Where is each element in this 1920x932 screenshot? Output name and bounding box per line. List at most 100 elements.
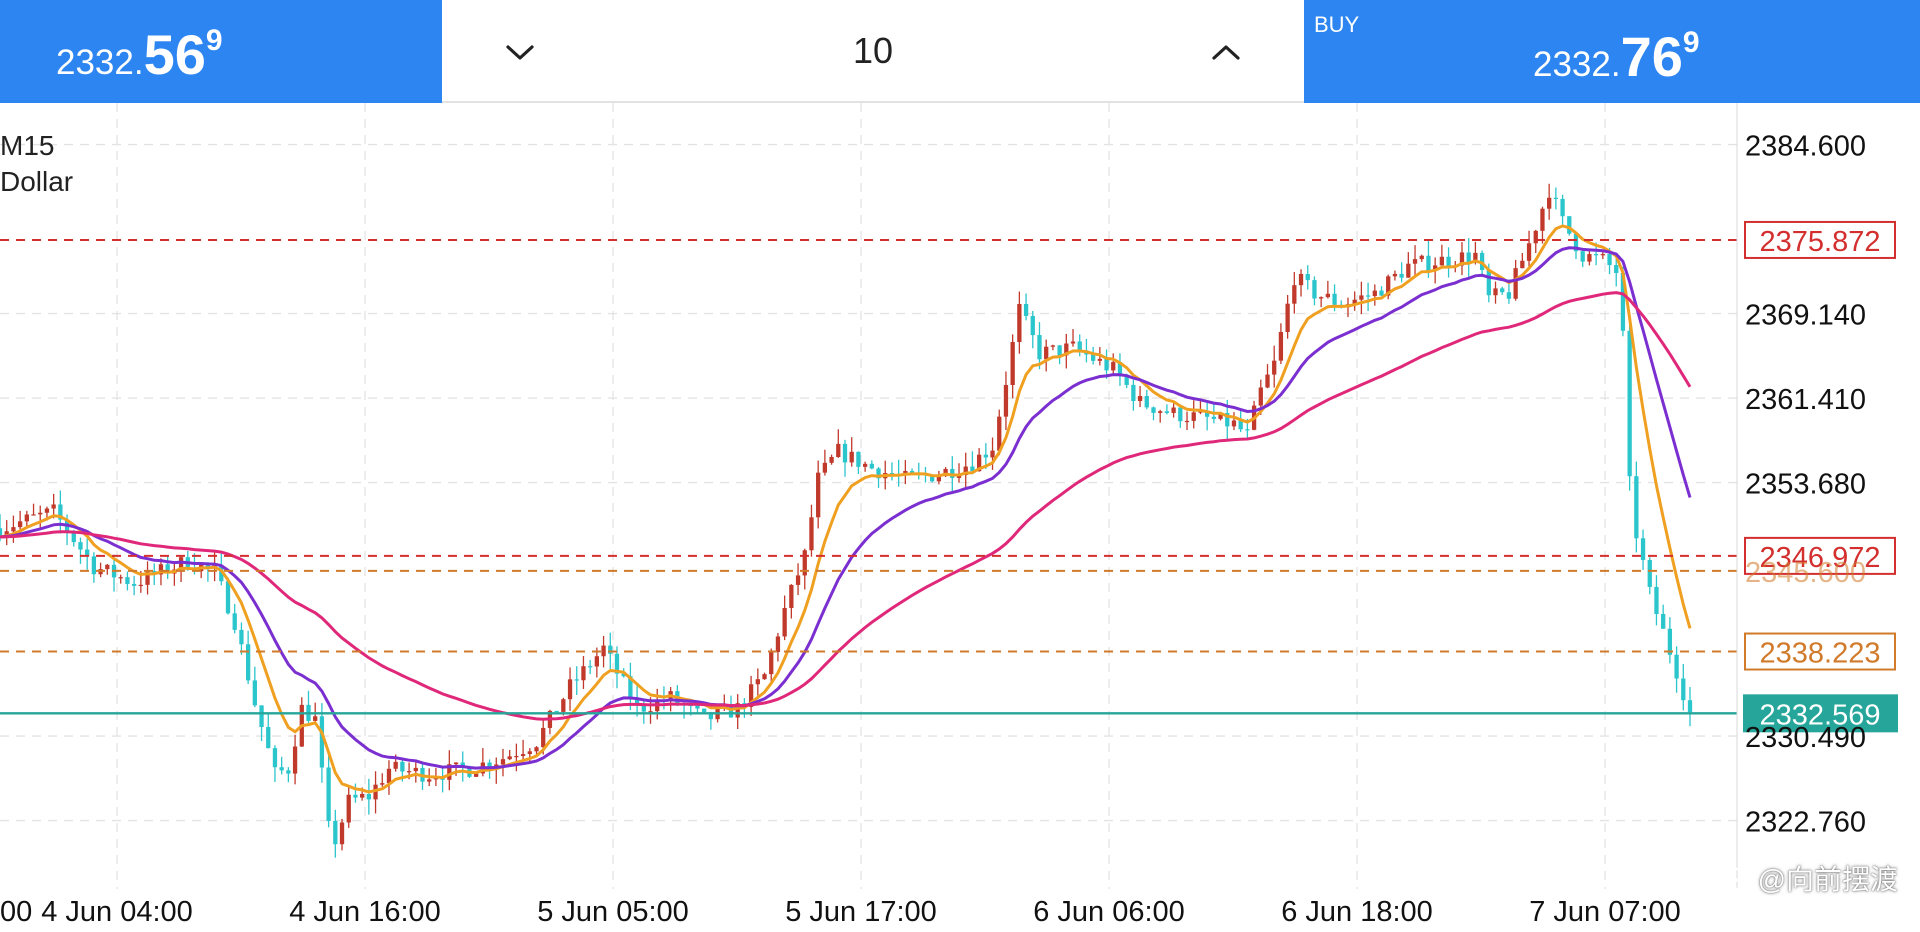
ma-fast-line — [0, 224, 1692, 794]
time-tick-label: 6 Jun 18:00 — [1281, 896, 1433, 928]
volume-value[interactable]: 10 — [852, 30, 894, 71]
candle-body — [1674, 654, 1679, 679]
candle-body — [38, 512, 43, 515]
candle-body — [333, 820, 338, 845]
candle-body — [1245, 429, 1250, 431]
candle-body — [319, 716, 325, 768]
candle-body — [1117, 362, 1123, 377]
candle-body — [353, 794, 358, 798]
candle-body — [105, 564, 110, 570]
candle-body — [85, 549, 90, 557]
candle-body — [1687, 700, 1693, 713]
candle-body — [1614, 265, 1619, 273]
candle-body — [849, 451, 854, 463]
moving-averages — [0, 224, 1692, 794]
candle-body — [1325, 293, 1331, 298]
candle-body — [427, 779, 432, 782]
candle-body — [842, 443, 848, 463]
time-tick-label: 5 Jun 17:00 — [785, 896, 937, 928]
price-tick-label: 2353.680 — [1745, 469, 1866, 501]
candle-body — [1191, 412, 1196, 421]
candle-body — [527, 751, 532, 755]
candle-body — [1030, 315, 1035, 336]
currency-label: Dollar — [0, 166, 74, 197]
candle-body — [406, 771, 412, 773]
price-tick-label: 2322.760 — [1745, 807, 1866, 839]
candle-body — [1667, 628, 1673, 655]
candle-body — [1050, 345, 1056, 347]
price-level-label: 2375.872 — [1760, 226, 1881, 258]
candle-body — [822, 462, 828, 473]
candle-body — [1144, 395, 1149, 408]
price-level-badge — [1744, 220, 1896, 259]
price-level-label: 2345.600 — [1745, 557, 1866, 589]
candle-body — [1392, 273, 1398, 277]
candle-body — [1158, 411, 1163, 413]
candle-body — [1580, 251, 1585, 262]
candle-body — [1097, 358, 1102, 361]
sell-price-prefix: 2332. — [56, 43, 144, 82]
candle-body — [380, 783, 385, 785]
candle-body — [1272, 360, 1277, 375]
candle-body — [266, 727, 271, 749]
volume-decrease-button[interactable] — [490, 22, 550, 82]
price-tick-label: 2384.600 — [1745, 131, 1866, 163]
price-level-label: 2346.972 — [1760, 542, 1881, 574]
candle-body — [594, 656, 600, 667]
candle-body — [936, 476, 942, 482]
candle-body — [1151, 407, 1156, 413]
candle-body — [1319, 297, 1324, 299]
candle-body — [1017, 304, 1022, 343]
candle-body — [909, 470, 915, 473]
candle-body — [1010, 342, 1015, 385]
candle-body — [728, 705, 734, 718]
candle-body — [1057, 345, 1062, 356]
time-tick-label: 4 Jun 04:00 — [41, 896, 193, 928]
candle-body — [1412, 259, 1418, 264]
chevron-up-icon — [1212, 45, 1240, 60]
candle-body — [554, 710, 559, 713]
candle-body — [1124, 376, 1129, 385]
candle-body — [976, 454, 982, 472]
candle-body — [286, 770, 291, 774]
candle-body — [487, 762, 492, 769]
candle-body — [1332, 293, 1337, 305]
candle-body — [145, 571, 150, 585]
candle-body — [1292, 285, 1297, 304]
candle-body — [755, 679, 760, 685]
candle-body — [1627, 330, 1632, 477]
volume-stepper: 10 — [442, 0, 1304, 103]
candle-body — [1265, 374, 1270, 388]
candle-body — [621, 673, 626, 677]
candle-body — [1533, 230, 1538, 244]
candle-body — [775, 636, 781, 652]
candle-body — [1526, 243, 1532, 261]
candle-body — [869, 463, 874, 469]
candle-body — [118, 577, 123, 579]
candle-body — [1573, 233, 1579, 252]
sell-price: 2332.569 — [56, 22, 223, 87]
candle-body — [1500, 288, 1505, 293]
candle-body — [1459, 252, 1465, 266]
candle-body — [702, 708, 707, 713]
candle-body — [1607, 254, 1612, 266]
candle-body — [1111, 362, 1116, 371]
candle-body — [131, 583, 137, 586]
candle-body — [373, 784, 378, 800]
candle-body — [1681, 678, 1686, 701]
buy-button[interactable]: BUY 2332.769 — [1304, 0, 1920, 103]
candle-body — [735, 703, 740, 718]
volume-increase-button[interactable] — [1196, 22, 1256, 82]
sell-button[interactable]: 2332.569 — [0, 0, 442, 103]
candle-body — [1593, 254, 1599, 256]
candle-body — [990, 450, 995, 458]
candle-body — [634, 699, 640, 705]
candle-body — [1285, 303, 1290, 332]
candle-body — [520, 754, 526, 756]
candle-body — [1372, 290, 1377, 297]
candle-body — [1178, 407, 1183, 422]
candle-body — [1218, 413, 1223, 419]
candle-body — [1258, 387, 1263, 406]
price-level-badge — [1744, 632, 1896, 671]
